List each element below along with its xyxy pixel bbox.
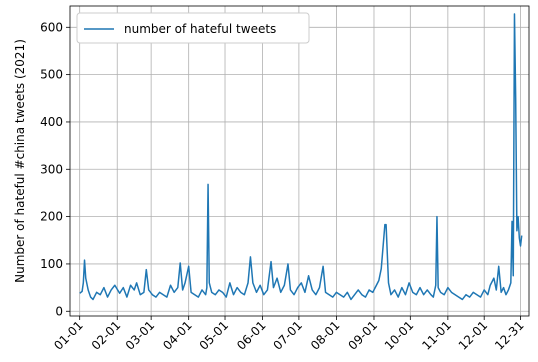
x-tick-label: 04-01	[160, 318, 195, 353]
y-tick-label: 100	[40, 257, 63, 271]
y-tick-label: 500	[40, 68, 63, 82]
x-tick-label: 12-01	[456, 318, 491, 353]
y-tick-label: 300	[40, 162, 63, 176]
y-tick-label: 600	[40, 20, 63, 34]
x-axis: 01-01 02-01 03-01 04-01 05-01 06-01 07-01 08-01…	[51, 316, 527, 353]
legend-box	[76, 12, 310, 44]
y-tick-label: 400	[40, 115, 63, 129]
x-tick-label: 01-01	[51, 318, 86, 353]
x-tick-label: 02-01	[89, 318, 124, 353]
y-axis-title: Number of hateful #china tweets (2021)	[13, 39, 27, 283]
x-tick-label: 05-01	[197, 318, 232, 353]
x-tick-label: 07-01	[270, 318, 305, 353]
legend-label: number of hateful tweets	[124, 22, 276, 36]
x-tick-label: 11-01	[419, 318, 454, 353]
y-tick-label: 0	[55, 304, 63, 318]
legend: number of hateful tweets	[76, 12, 310, 44]
series-line	[79, 13, 523, 301]
y-tick-label: 200	[40, 210, 63, 224]
grid-lines	[70, 6, 529, 316]
series-layer	[79, 13, 523, 301]
x-tick-label: 10-01	[382, 318, 417, 353]
x-tick-label: 03-01	[123, 318, 158, 353]
x-tick-label: 08-01	[308, 318, 343, 353]
x-tick-label: 09-01	[346, 318, 381, 353]
x-tick-label: 12-31	[492, 318, 527, 353]
y-axis: 0 100 200 300 400 500 600	[40, 20, 70, 318]
plot-frame	[69, 5, 530, 317]
x-tick-label: 06-01	[234, 318, 269, 353]
